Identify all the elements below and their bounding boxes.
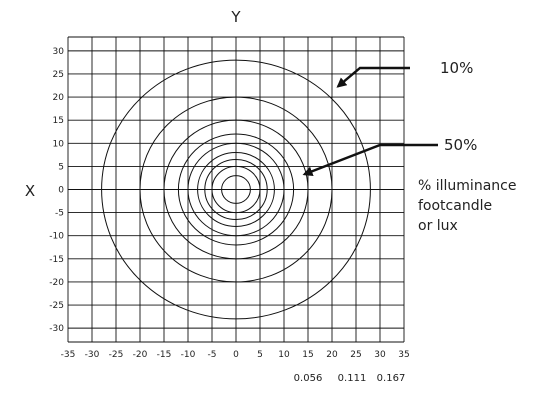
x-tick-label: 0 — [233, 350, 239, 360]
x-tick-label: 10 — [278, 350, 290, 360]
contour-curve — [163, 119, 309, 260]
contour-curve — [101, 59, 371, 320]
x-tick-label: -35 — [61, 350, 76, 360]
x-tick-label: 30 — [374, 350, 386, 360]
contour-curve — [221, 175, 251, 204]
x-tick-label: -20 — [133, 350, 148, 360]
x-tick-label: -30 — [85, 350, 100, 360]
y-tick-label: 5 — [58, 162, 64, 172]
x-tick-label: 20 — [326, 350, 338, 360]
x-tick-label: 5 — [257, 350, 263, 360]
y-tick-label: 10 — [53, 139, 65, 149]
bottom-value-3: 0.167 — [377, 373, 406, 384]
x-tick-label: -10 — [181, 350, 196, 360]
x-axis-title: X — [25, 182, 35, 200]
legend-note-line-2: footcandle — [418, 198, 492, 214]
legend-note-line-1: % illuminance — [418, 178, 516, 194]
y-tick-label: -25 — [49, 301, 64, 311]
contour-curve — [204, 158, 268, 221]
legend-note-line-3: or lux — [418, 218, 458, 234]
x-tick-label: 15 — [302, 350, 313, 360]
y-tick-label: -15 — [49, 255, 64, 265]
x-tick-label: -5 — [208, 350, 217, 360]
contour-curve — [177, 133, 295, 246]
contour-curve — [211, 165, 261, 214]
grid-lines — [67, 36, 405, 343]
x-tick-label: 25 — [350, 350, 361, 360]
y-tick-label: -10 — [49, 232, 64, 242]
contour-curves — [101, 59, 371, 320]
y-tick-label: -20 — [49, 278, 64, 288]
annotation-arrow — [302, 143, 438, 177]
annotation-arrow — [336, 66, 410, 88]
y-axis-title: Y — [230, 8, 241, 26]
bottom-value-1: 0.056 — [294, 373, 323, 384]
contour-curve — [187, 142, 285, 237]
x-tick-label: -15 — [157, 350, 172, 360]
y-tick-label: 0 — [58, 186, 64, 196]
x-tick-label: 35 — [398, 350, 409, 360]
contour-curve — [139, 96, 333, 283]
annotations: 10% 50% — [302, 59, 477, 177]
y-tick-label: 25 — [53, 70, 64, 80]
annotation-label: 10% — [440, 59, 473, 77]
contour-curve — [197, 152, 275, 227]
annotation-label: 50% — [444, 136, 477, 154]
y-tick-label: 15 — [53, 116, 64, 126]
tick-labels: 30 25 20 15 10 5 0 -5 -10 -15 -20 -25 -30 -35 -30 -25 -2… — [49, 47, 409, 360]
y-tick-label: 30 — [53, 47, 65, 57]
y-tick-label: -5 — [55, 209, 64, 219]
bottom-value-2: 0.111 — [338, 373, 367, 384]
y-tick-label: -30 — [49, 324, 64, 334]
y-tick-label: 20 — [53, 93, 65, 103]
x-tick-label: -25 — [109, 350, 124, 360]
